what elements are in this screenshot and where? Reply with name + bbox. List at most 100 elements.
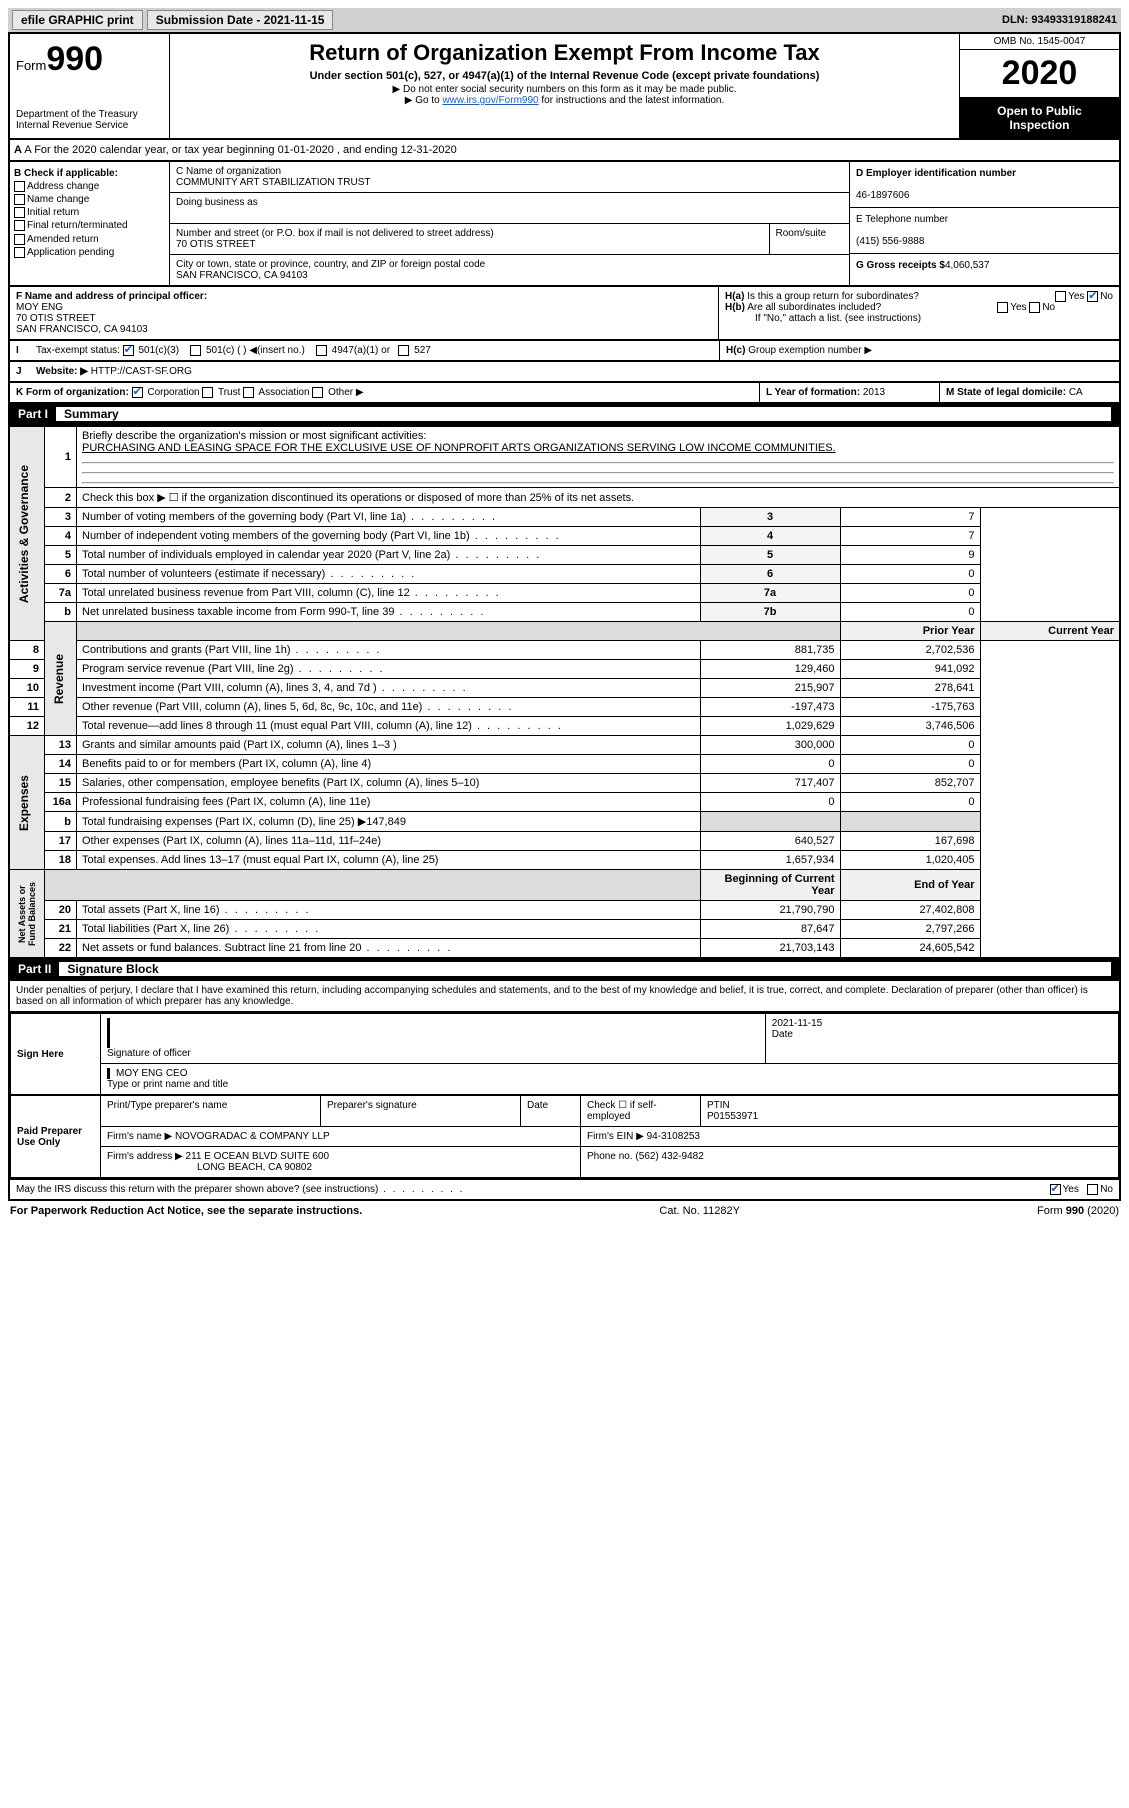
hb: Are all subordinates included? [747,302,881,313]
j-label: Website: ▶ [36,366,88,377]
submission-date-button[interactable]: Submission Date - 2021-11-15 [147,10,334,30]
street-label: Number and street (or P.O. box if mail i… [176,228,494,239]
d-label: D Employer identification number [856,168,1016,179]
header-sub3-post: for instructions and the latest informat… [539,95,725,106]
hc: Group exemption number ▶ [748,345,872,356]
part1-label: Part I [18,407,48,421]
f-addr2: SAN FRANCISCO, CA 94103 [16,324,712,335]
j-val: HTTP://CAST-SF.ORG [91,366,192,377]
room-label: Room/suite [776,228,827,239]
footer-left: For Paperwork Reduction Act Notice, see … [10,1205,362,1217]
q1-val: PURCHASING AND LEASING SPACE FOR THE EXC… [82,442,836,454]
city-label: City or town, state or province, country… [176,259,485,270]
efile-button[interactable]: efile GRAPHIC print [12,10,143,30]
tax-label: Tax-exempt status: [36,345,120,356]
tax-year: 2020 [960,50,1119,98]
side-exp: Expenses [15,771,33,835]
paid-label: Paid Preparer Use Only [11,1096,101,1178]
check-self: Check ☐ if self-employed [581,1096,701,1127]
form-number: 990 [46,40,103,78]
side-rev: Revenue [50,650,68,708]
street-val: 70 OTIS STREET [176,239,255,250]
firm-ein-v: 94-3108253 [647,1131,700,1142]
f-addr1: 70 OTIS STREET [16,313,712,324]
cb-address: Address change [27,181,99,192]
top-bar: efile GRAPHIC print Submission Date - 20… [8,8,1121,32]
h-note: If "No," attach a list. (see instruction… [725,313,1113,324]
c-label: C Name of organization [176,166,281,177]
f-label: F Name and address of principal officer: [16,291,207,302]
g-label: G Gross receipts $ [856,260,945,271]
q1: Briefly describe the organization's miss… [82,430,426,442]
sig-date-val: 2021-11-15 [772,1018,822,1029]
firm-ein-l: Firm's EIN ▶ [587,1131,644,1142]
form990-link[interactable]: www.irs.gov/Form990 [442,95,538,106]
ptin-l: PTIN [707,1100,730,1111]
discuss-row: May the IRS discuss this return with the… [8,1180,1121,1201]
dba-label: Doing business as [176,197,258,208]
omb-number: OMB No. 1545-0047 [960,34,1119,50]
begin-header: Beginning of Current Year [700,870,840,901]
city-val: SAN FRANCISCO, CA 94103 [176,270,308,281]
m-val: CA [1069,387,1083,398]
officer-title: Type or print name and title [107,1079,228,1090]
e-val: (415) 556-9888 [856,236,924,247]
public-inspection: Open to Public Inspection [960,98,1119,138]
cb-initial: Initial return [27,207,79,218]
d-val: 46-1897606 [856,190,909,201]
header-sub1: Under section 501(c), 527, or 4947(a)(1)… [176,70,953,82]
footer-mid: Cat. No. 11282Y [659,1205,740,1217]
row-j: J Website: ▶ HTTP://CAST-SF.ORG [8,362,1121,383]
current-header: Current Year [980,622,1120,641]
period-text: A For the 2020 calendar year, or tax yea… [24,144,456,156]
sig-date: Date [772,1029,793,1040]
cb-final: Final return/terminated [27,221,128,232]
signature-block: Sign Here Signature of officer 2021-11-1… [8,1013,1121,1180]
sign-here: Sign Here [11,1014,101,1095]
side-gov: Activities & Governance [15,461,33,607]
discuss: May the IRS discuss this return with the… [16,1184,378,1195]
e-label: E Telephone number [856,214,948,225]
header-sub2: ▶ Do not enter social security numbers o… [176,84,953,95]
row-k: K Form of organization: Corporation Trus… [8,383,1121,404]
sig-off: Signature of officer [107,1048,191,1059]
date-h: Date [521,1096,581,1127]
prior-header: Prior Year [840,622,980,641]
firm-addr-v1: 211 E OCEAN BLVD SUITE 600 [186,1151,330,1162]
part2-header: Part II Signature Block [8,959,1121,981]
b-label: B Check if applicable: [14,168,118,179]
f-name: MOY ENG [16,302,712,313]
m-label: M State of legal domicile: [946,387,1066,398]
footer-right: Form 990 (2020) [1037,1205,1119,1217]
part2-title: Signature Block [59,962,1111,976]
k-label: K Form of organization: [16,387,129,398]
cb-app: Application pending [27,247,114,258]
dept-label: Department of the Treasury Internal Reve… [16,109,163,131]
firm-name-l: Firm's name ▶ [107,1131,172,1142]
l-label: L Year of formation: [766,387,860,398]
c-val: COMMUNITY ART STABILIZATION TRUST [176,177,370,188]
firm-addr-l: Firm's address ▶ [107,1151,183,1162]
part1-header: Part I Summary [8,404,1121,426]
phone-v: (562) 432-9482 [635,1151,703,1162]
part2-label: Part II [18,962,51,976]
firm-name-v: NOVOGRADAC & COMPANY LLP [175,1131,330,1142]
footer: For Paperwork Reduction Act Notice, see … [8,1201,1121,1221]
part1-title: Summary [56,407,1111,421]
form-title: Return of Organization Exempt From Incom… [176,40,953,66]
end-header: End of Year [840,870,980,901]
prep-sig: Preparer's signature [321,1096,521,1127]
print-name: Print/Type preparer's name [101,1096,321,1127]
q2: Check this box ▶ ☐ if the organization d… [77,488,1121,508]
header-sub3-pre: ▶ Go to [405,95,443,106]
phone-l: Phone no. [587,1151,633,1162]
section-b: B Check if applicable: Address change Na… [8,162,1121,287]
l-val: 2013 [863,387,885,398]
ha: Is this a group return for subordinates? [747,291,919,302]
firm-addr-v2: LONG BEACH, CA 90802 [107,1162,312,1173]
ptin-v: P01553971 [707,1111,758,1122]
dln: DLN: 93493319188241 [1002,14,1117,26]
side-net: Net Assets or Fund Balances [15,878,39,950]
g-val: 4,060,537 [945,260,990,271]
period-line: A A For the 2020 calendar year, or tax y… [8,140,1121,162]
